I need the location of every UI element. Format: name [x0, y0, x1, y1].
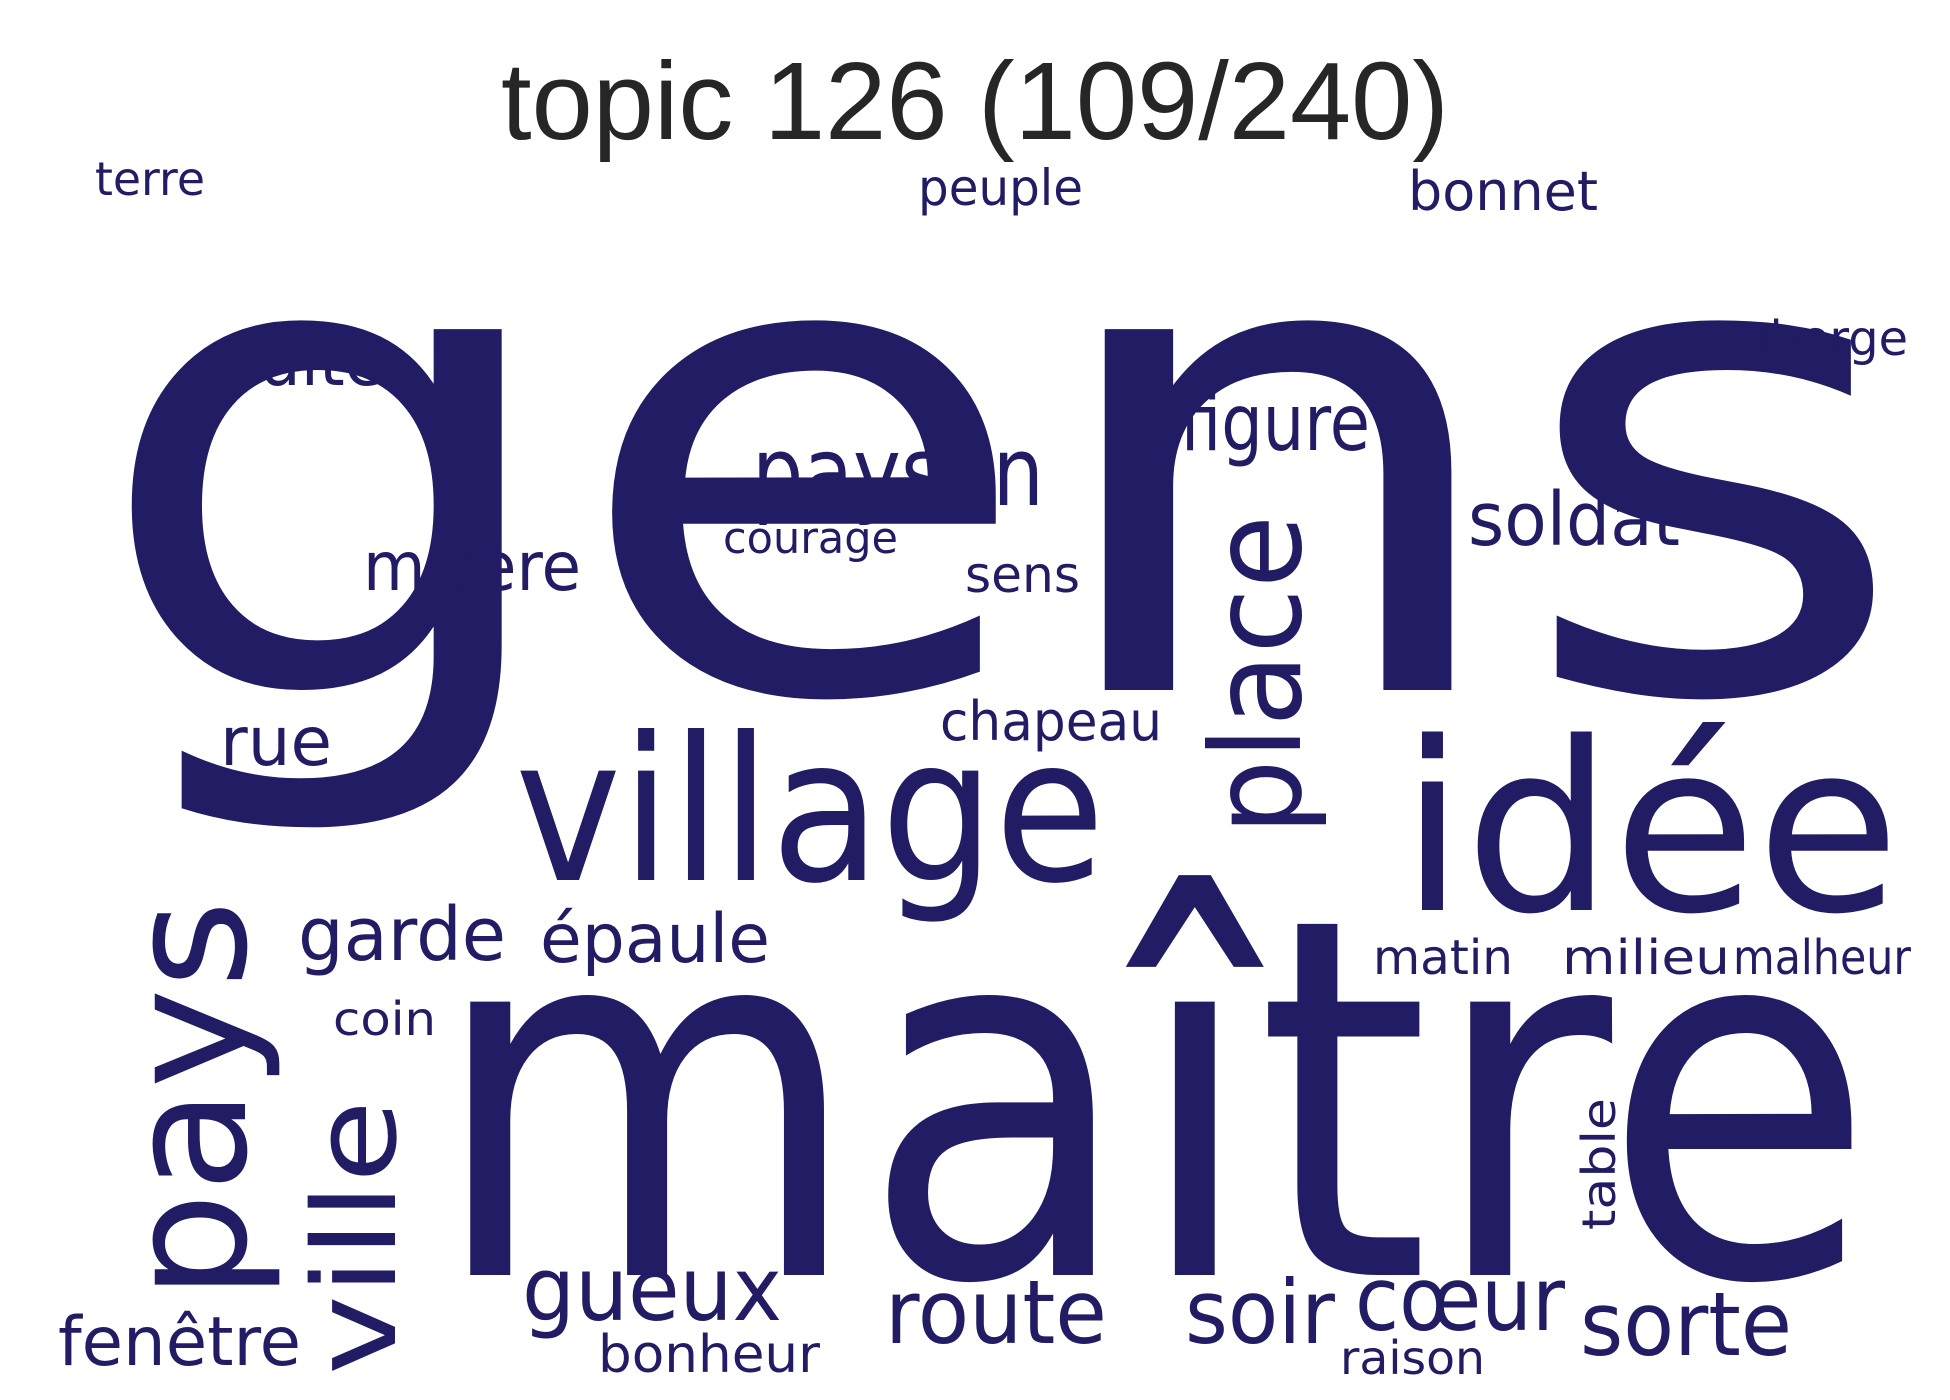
word-raison: raison [1340, 1331, 1485, 1385]
word-group: gens maître village idée pays place vill… [58, 77, 1911, 1393]
word-sens: sens [965, 546, 1080, 604]
word-peuple: peuple [918, 159, 1083, 217]
word-chapeau: chapeau [940, 690, 1162, 753]
word-matin: matin [1373, 930, 1513, 986]
word-idee: idée [1400, 693, 1900, 966]
word-courage: courage [723, 513, 898, 564]
word-terre: terre [95, 152, 205, 206]
word-bonheur: bonheur [598, 1325, 821, 1385]
word-fenetre: fenêtre [58, 1303, 301, 1382]
word-sorte: sorte [1580, 1273, 1792, 1376]
word-coin: coin [333, 992, 436, 1046]
word-garde: garde [298, 892, 506, 978]
word-place: place [1185, 515, 1330, 835]
word-maitre: maître [430, 811, 1875, 1393]
word-pays: pays [92, 900, 284, 1300]
word-village: village [515, 695, 1105, 928]
word-route: route [885, 1261, 1107, 1364]
word-paysan: paysan [752, 418, 1044, 528]
word-malheur: malheur [1733, 930, 1911, 986]
word-auberge: auberge [1710, 311, 1908, 367]
word-figure: figure [1180, 379, 1370, 469]
word-table: table [1572, 1098, 1626, 1230]
word-epaule: épaule [540, 900, 770, 979]
word-coeur: cœur [1355, 1248, 1566, 1351]
word-gueux: gueux [522, 1238, 782, 1341]
word-bonnet: bonnet [1408, 160, 1598, 223]
word-suite: suite [225, 323, 385, 402]
word-gens: gens [90, 77, 1910, 846]
word-soldat: soldat [1468, 477, 1680, 563]
word-misere: misère [363, 528, 581, 607]
word-rue: rue [220, 703, 332, 782]
word-milieu: milieu [1562, 930, 1730, 986]
word-soir: soir [1185, 1261, 1336, 1364]
word-ville: ville [289, 1100, 423, 1375]
figure-title: topic 126 (109/240) [501, 40, 1449, 163]
